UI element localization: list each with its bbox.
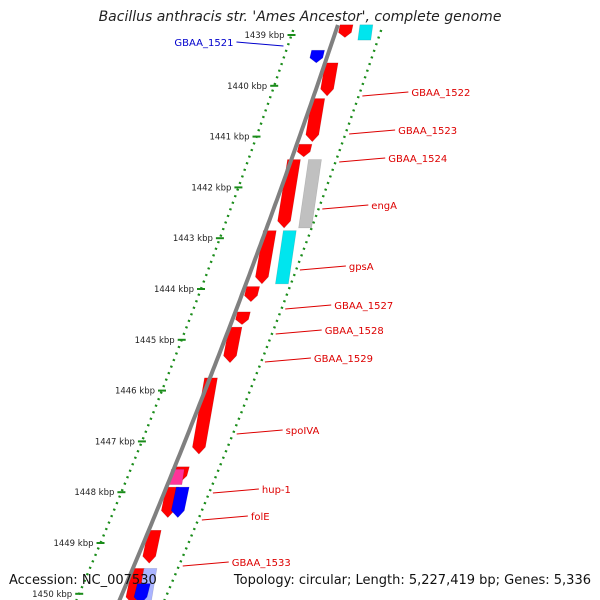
gene-label: GBAA_1527 [334, 301, 393, 312]
feature-cds [170, 486, 190, 519]
feature-cds [235, 311, 251, 325]
gene-label: GBAA_1533 [232, 558, 291, 569]
ruler-tick-label: 1447 kbp [95, 437, 135, 447]
feature-cds [338, 24, 354, 38]
accession-text: Accession: NC_007530 [9, 573, 157, 588]
gene-label: folE [251, 512, 270, 523]
gene-label-leader [182, 561, 229, 567]
backbone-layer [117, 24, 340, 600]
ruler-tick-label: 1449 kbp [53, 539, 93, 549]
ruler-track-inner [75, 29, 295, 600]
feature-cds [244, 286, 261, 303]
gene-label-leader [299, 265, 346, 271]
ruler-tick-label: 1445 kbp [135, 336, 175, 346]
ruler-tick-label: 1439 kbp [244, 31, 284, 41]
page-title: Bacillus anthracis str. 'Ames Ancestor',… [98, 9, 502, 25]
gene-label-leader [362, 91, 409, 97]
label-layer: GBAA_1521 GBAA_1522 GBAA_1523 GBAA_1524 engA… [174, 38, 470, 569]
feature-rrna [357, 24, 374, 41]
feature-cds [133, 583, 151, 600]
feature-cds [320, 62, 339, 97]
gene-label-leader [236, 429, 283, 435]
gene-label: spoIVA [286, 426, 320, 437]
gene-label-leader [201, 515, 248, 521]
gene-label: GBAA_1521 [174, 38, 233, 49]
feature-layer [125, 24, 374, 600]
gene-label-leader [212, 488, 259, 494]
ruler-tick-label: 1450 kbp [32, 590, 72, 600]
feature-cds [277, 159, 301, 229]
ruler-layer: 1439 kbp 1440 kbp 1441 kbp 1442 kbp 1443 kbp… [32, 29, 383, 600]
ruler-tick-label: 1446 kbp [115, 387, 155, 397]
gene-label-leader [349, 129, 396, 135]
gene-label: gpsA [349, 262, 374, 273]
genome-summary-text: Topology: circular; Length: 5,227,419 bp… [233, 573, 591, 588]
gene-label: hup-1 [262, 485, 291, 496]
gene-label: engA [371, 201, 397, 212]
gene-label: GBAA_1522 [411, 88, 470, 99]
feature-cds [192, 377, 218, 455]
feature-rrna [275, 230, 297, 285]
ruler-tick-label: 1444 kbp [154, 285, 194, 295]
gene-label: GBAA_1528 [325, 326, 384, 337]
gene-label-leader [285, 304, 332, 310]
gene-label-leader [264, 357, 311, 363]
feature-cds [296, 143, 313, 158]
ruler-tick-label: 1448 kbp [74, 488, 114, 498]
gene-label-leader [322, 204, 369, 210]
genome-backbone [117, 24, 340, 600]
gene-label-leader [236, 41, 284, 47]
gene-label-leader [339, 157, 386, 163]
ruler-tick-label: 1443 kbp [173, 234, 213, 244]
gene-label: GBAA_1523 [398, 126, 457, 137]
gene-label-leader [275, 329, 322, 335]
gene-label: GBAA_1524 [388, 154, 447, 165]
feature-cds [255, 230, 277, 285]
feature-other [298, 159, 322, 229]
ruler-tick-label: 1442 kbp [191, 183, 231, 193]
ruler-track-outer [163, 29, 383, 600]
ruler-tick-label: 1441 kbp [209, 133, 249, 143]
feature-cds [309, 49, 325, 64]
ruler-tick-label: 1440 kbp [227, 82, 267, 92]
gene-label: GBAA_1529 [314, 354, 373, 365]
